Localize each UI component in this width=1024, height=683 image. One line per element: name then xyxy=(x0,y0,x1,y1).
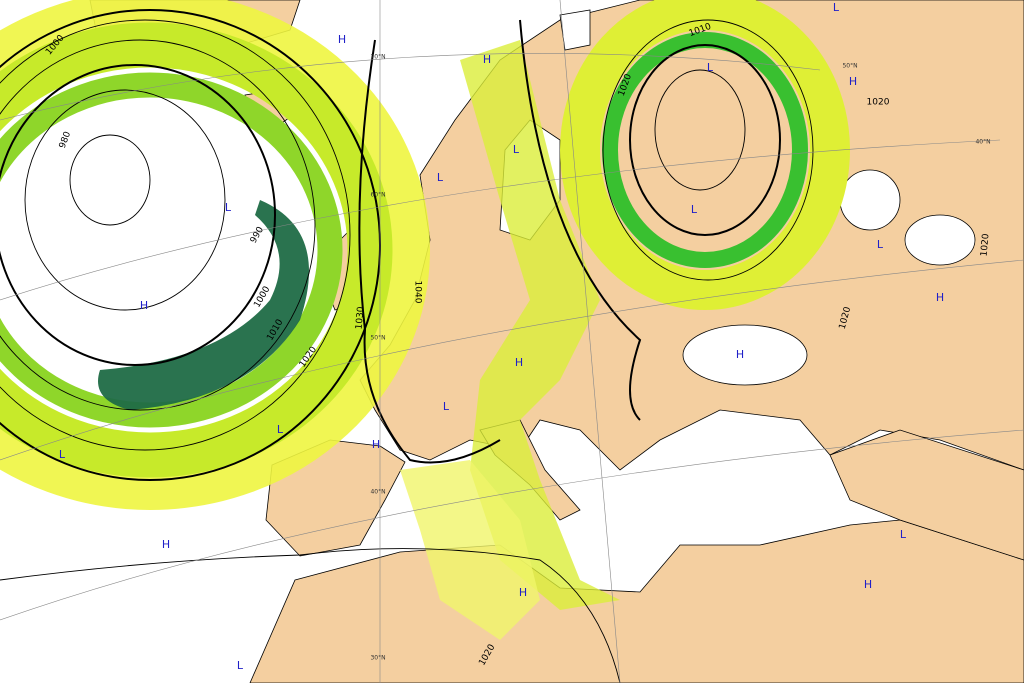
middle-east xyxy=(829,429,1024,561)
pressure-center: L xyxy=(225,201,232,214)
isobar xyxy=(0,19,351,451)
pressure-center: L xyxy=(691,203,698,216)
isobar xyxy=(629,44,781,236)
precipitation xyxy=(0,0,850,640)
precip-heavy xyxy=(98,200,309,410)
pressure-center: L xyxy=(443,400,450,413)
isobar xyxy=(0,548,621,683)
parallel xyxy=(0,139,1001,301)
pressure-center: L xyxy=(277,423,284,436)
precip-east-outer xyxy=(560,0,850,310)
isobar xyxy=(0,64,276,366)
latitude-label: 60°N xyxy=(370,192,385,199)
isobar xyxy=(358,39,501,464)
latitude-label: 40°N xyxy=(370,489,385,496)
isobar xyxy=(69,134,151,226)
isobar-label: 1040 xyxy=(413,281,423,304)
precip-inner xyxy=(0,72,343,428)
parallel xyxy=(0,259,1024,461)
pressure-center: H xyxy=(515,356,523,369)
pressure-center: L xyxy=(900,528,907,541)
white-sea xyxy=(559,9,591,51)
pressure-center: H xyxy=(372,438,380,451)
latitude-label: 50°N xyxy=(842,63,857,70)
pressure-center: L xyxy=(877,238,884,251)
pressure-center: L xyxy=(833,1,840,14)
pressure-center: L xyxy=(59,448,66,461)
isobar xyxy=(519,19,642,421)
pressure-center: H xyxy=(338,33,346,46)
meridian xyxy=(559,0,621,683)
isobar-label: 1020 xyxy=(867,98,890,108)
caspian xyxy=(904,214,976,266)
isobar xyxy=(24,89,226,311)
pressure-center: L xyxy=(513,143,520,156)
pressure-center: H xyxy=(936,291,944,304)
isobar xyxy=(654,69,746,191)
isobar-label: 1020 xyxy=(980,233,992,257)
latitude-label: 50°N xyxy=(370,335,385,342)
isobar xyxy=(0,39,316,411)
pressure-center: H xyxy=(140,299,148,312)
black-sea xyxy=(682,324,808,386)
latitude-label: 40°N xyxy=(975,139,990,146)
parallel xyxy=(0,53,821,121)
latitude-label: 70°N xyxy=(370,54,385,61)
precip-east-band xyxy=(602,32,808,268)
pressure-center: H xyxy=(483,53,491,66)
pressure-center: L xyxy=(437,171,444,184)
parallel xyxy=(0,429,1024,621)
pressure-center: H xyxy=(864,578,872,591)
precip-band xyxy=(0,22,393,478)
pressure-center: H xyxy=(162,538,170,551)
pressure-center: H xyxy=(519,586,527,599)
aral xyxy=(839,169,901,231)
latitude-label: 30°N xyxy=(370,655,385,662)
pressure-center: H xyxy=(849,75,857,88)
isobar-label: 1030 xyxy=(355,306,367,330)
precip-med xyxy=(400,460,540,640)
pressure-center: H xyxy=(736,348,744,361)
precip-central xyxy=(460,40,620,610)
pressure-center: L xyxy=(237,659,244,672)
isobar xyxy=(602,19,814,281)
pressure-center: L xyxy=(707,61,714,74)
